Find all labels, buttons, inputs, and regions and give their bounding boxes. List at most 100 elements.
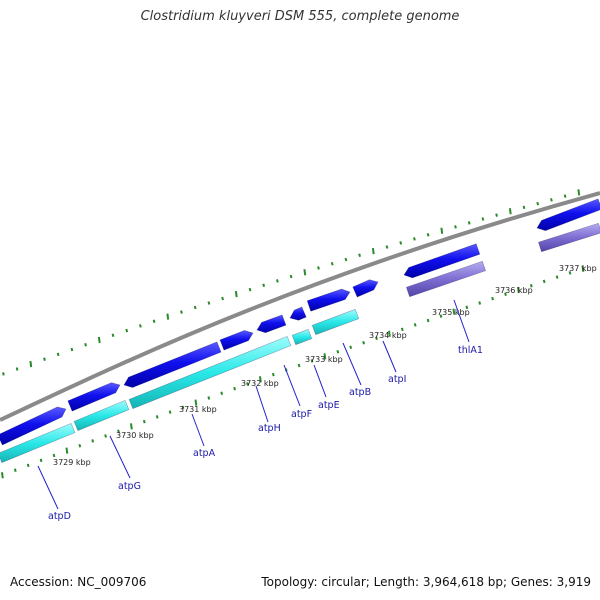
outer-tick (344, 257, 348, 262)
inner-tick (26, 463, 30, 468)
inner-tick (375, 336, 378, 341)
inner-tick (194, 399, 198, 406)
outer-tick (371, 248, 375, 255)
feature-arrow (289, 306, 307, 321)
outer-tick (56, 352, 60, 357)
feature-arrow (406, 260, 486, 298)
inner-tick (323, 353, 327, 360)
feature-arrow (352, 279, 379, 298)
inner-tick (362, 341, 365, 345)
outer-tick (84, 342, 87, 347)
outer-tick (536, 201, 540, 206)
gene-leader-line (191, 413, 205, 447)
inner-tick (388, 330, 391, 337)
inner-tick (39, 458, 43, 463)
inner-tick (259, 376, 262, 383)
inner-tick (155, 415, 159, 419)
inner-tick (439, 314, 443, 318)
feature-arrow (0, 422, 76, 464)
outer-tick (508, 208, 512, 215)
inner-tick (517, 286, 520, 294)
feature-arrow (0, 406, 67, 446)
inner-tick (336, 350, 340, 354)
outer-tick (43, 357, 46, 361)
gene-label: atpH (258, 423, 281, 434)
outer-tick (413, 237, 416, 241)
feature-arrow (73, 399, 130, 432)
scale-label: 3736 kbp (495, 286, 533, 295)
outer-tick (385, 245, 389, 249)
inner-tick (297, 363, 301, 368)
gene-label: atpD (48, 511, 71, 522)
scale-label: 3729 kbp (53, 458, 91, 467)
gene-label: atpE (318, 400, 340, 411)
gene-label: atpG (118, 481, 141, 492)
inner-tick (542, 279, 546, 284)
outer-tick (70, 347, 74, 352)
inner-tick (452, 308, 456, 315)
gene-leader-line (453, 299, 470, 343)
inner-tick (246, 382, 249, 386)
gene-label: atpF (291, 409, 312, 420)
outer-tick (358, 253, 361, 258)
inner-tick (310, 359, 314, 363)
feature-arrow (536, 198, 600, 231)
outer-tick (97, 336, 101, 344)
scale-label: 3733 kbp (305, 355, 343, 364)
gene-label: atpI (388, 374, 406, 385)
inner-tick (465, 305, 469, 310)
inner-tick (504, 292, 507, 297)
outer-tick (139, 324, 142, 328)
scale-label-group: 3729 kbp 3730 kbp 3731 kbp 3732 kbp 3733 kbp… (53, 264, 597, 467)
inner-tick (207, 396, 211, 400)
inner-tick-track (1, 265, 585, 479)
outer-tick (440, 227, 444, 234)
genome-summary-text: Topology: circular; Length: 3,964,618 bp… (261, 575, 591, 589)
feature-arrow (123, 341, 222, 388)
outer-tick (289, 274, 293, 279)
outer-tick (550, 198, 553, 202)
inner-tick (78, 443, 82, 448)
inner-tick (104, 434, 107, 438)
outer-tick (111, 333, 115, 338)
map-title: Clostridium kluyveri DSM 555, complete g… (140, 9, 460, 24)
inner-tick (413, 323, 417, 327)
inner-tick (142, 419, 146, 424)
outer-tick (234, 290, 238, 298)
outer-tick (262, 283, 266, 287)
inner-tick (233, 386, 236, 391)
inner-tick (220, 391, 224, 396)
feature-arrow (538, 222, 600, 253)
feature-arrow (256, 314, 287, 334)
inner-tick (181, 405, 185, 410)
scale-label: 3737 kbp (559, 264, 597, 273)
outer-tick (563, 194, 567, 198)
gene-leader-line (313, 364, 327, 398)
inner-tick (271, 372, 275, 377)
gene-leader-line (382, 340, 397, 373)
inner-tick (491, 296, 494, 301)
feature-arrow (311, 308, 360, 336)
outer-tick (166, 313, 170, 320)
feature-track (0, 198, 600, 464)
inner-tick (400, 327, 404, 332)
feature-arrow (291, 328, 313, 346)
inner-tick (1, 472, 4, 479)
outer-tick (522, 205, 526, 210)
inner-tick (426, 318, 430, 323)
inner-tick (349, 345, 353, 350)
outer-tick (577, 189, 581, 196)
outer-tick (276, 279, 279, 283)
inner-tick (581, 265, 585, 272)
inner-tick (168, 410, 172, 414)
scale-label: 3730 kbp (116, 431, 154, 440)
gene-leader-line (37, 465, 59, 510)
outer-tick (180, 310, 183, 314)
gene-label: atpA (193, 448, 216, 459)
inner-tick (478, 301, 482, 305)
inner-tick (52, 453, 56, 458)
inner-tick (529, 283, 533, 288)
feature-arrow (403, 243, 481, 279)
outer-tick (15, 367, 19, 371)
outer-tick (125, 328, 129, 333)
